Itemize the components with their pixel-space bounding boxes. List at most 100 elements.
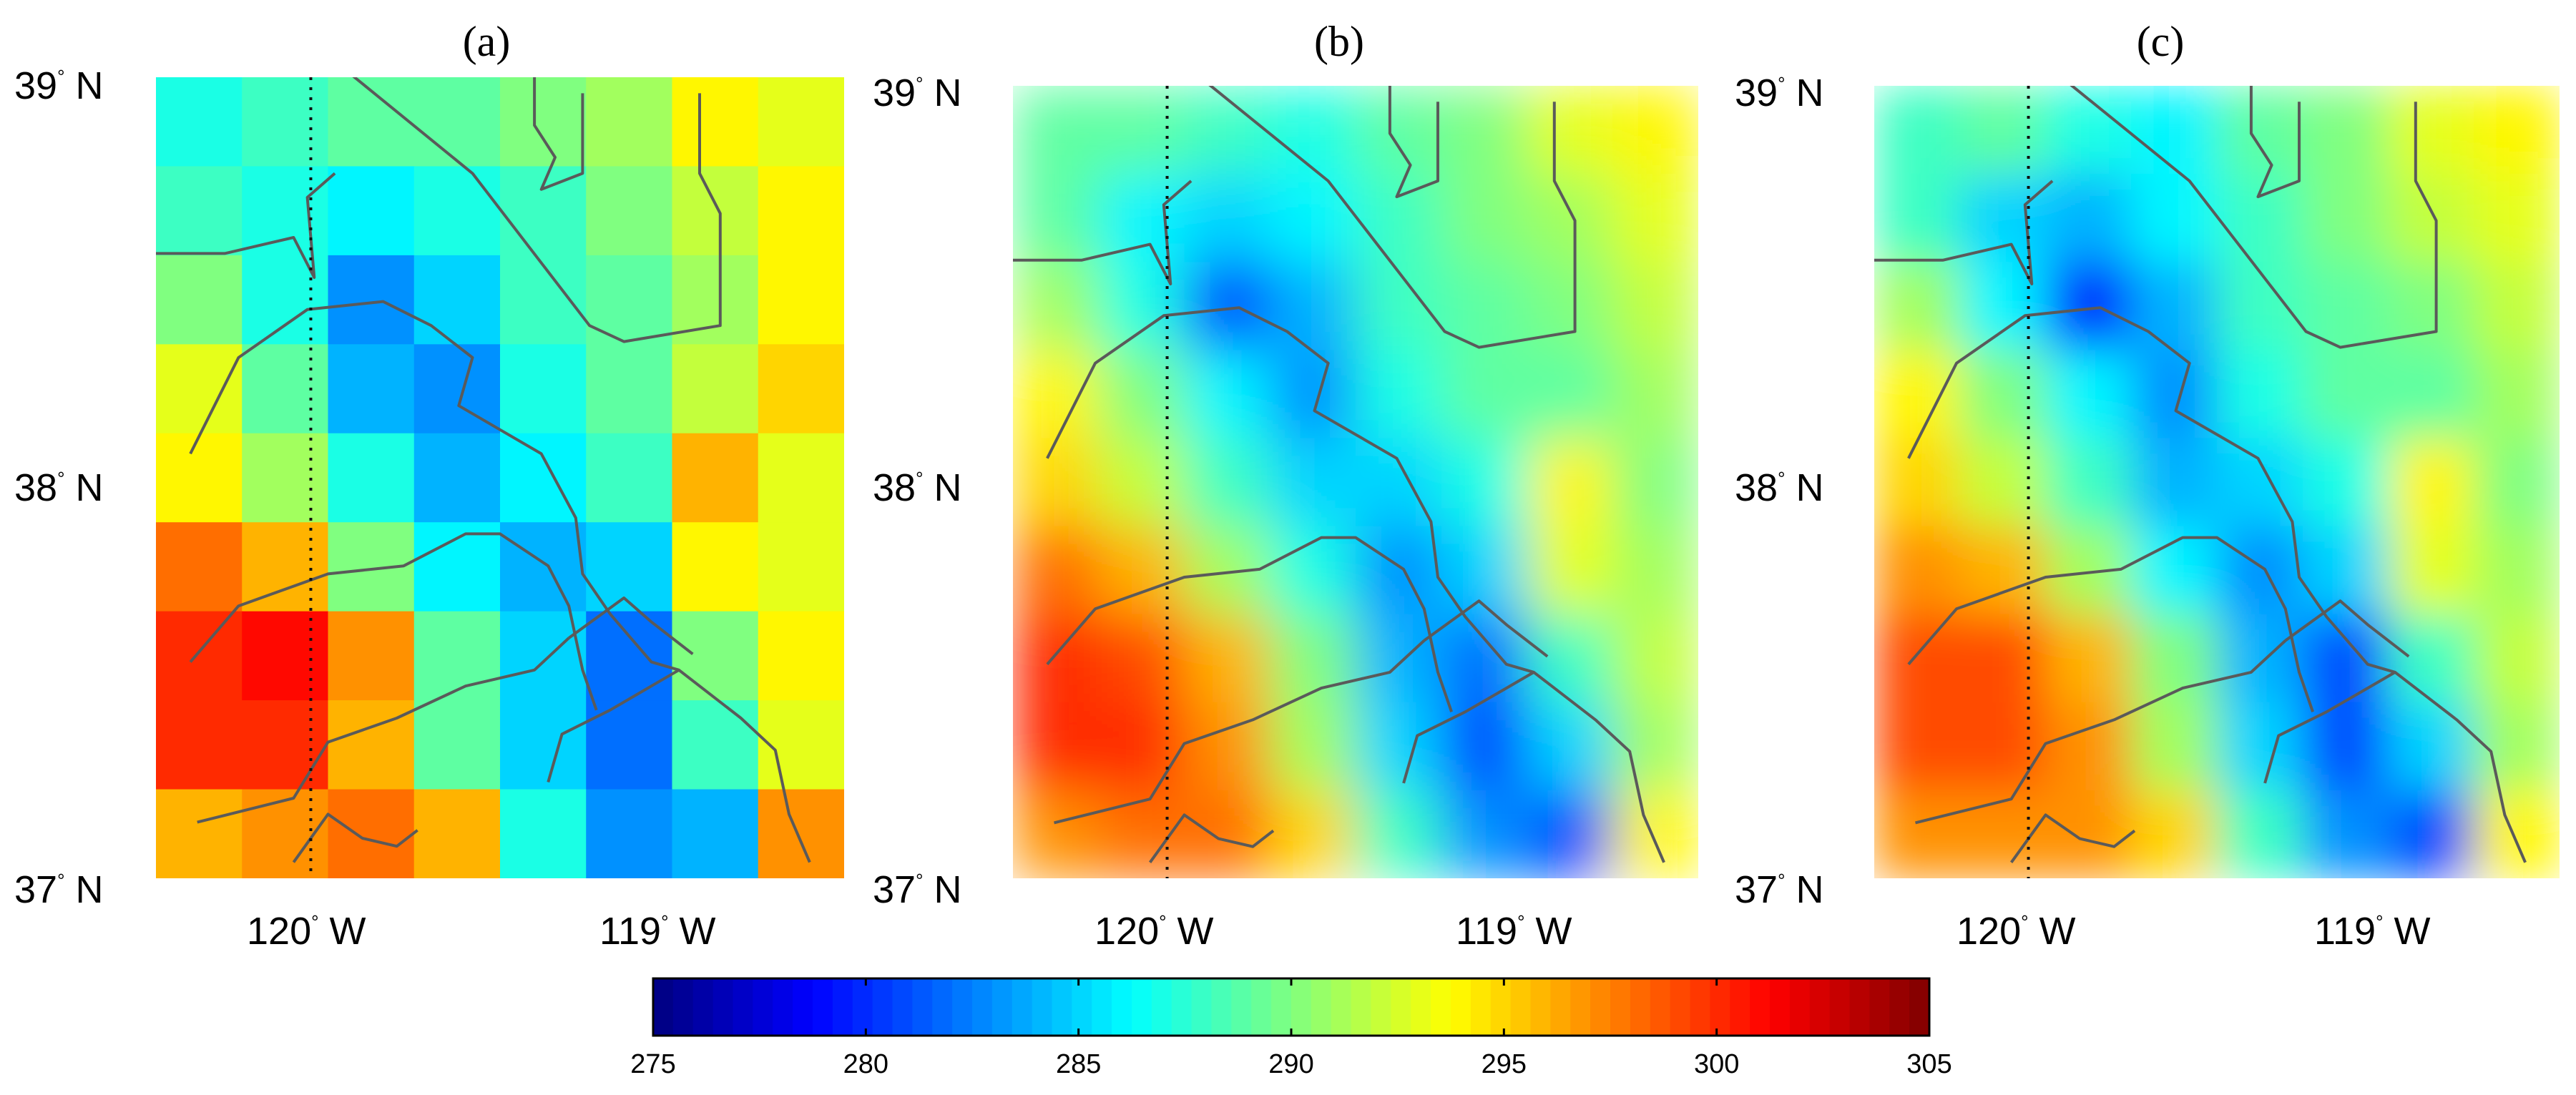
heatmap-cell xyxy=(1013,702,1100,791)
heatmap-cell xyxy=(1874,526,1961,615)
panel-b: (b) 39° N 38° N 37° N 120° W 119° W xyxy=(873,18,1698,953)
heatmap-cell xyxy=(1527,350,1613,439)
heatmap-cell xyxy=(328,789,415,878)
colorbar-tick-label: 280 xyxy=(843,1049,888,1079)
lat-label-37: 37° N xyxy=(1735,868,1824,911)
lon-axis: 120° W 119° W xyxy=(247,910,716,953)
boundary-line xyxy=(1423,599,1549,658)
colorbar-stripe xyxy=(1789,978,1811,1036)
heatmap-cell xyxy=(1184,614,1270,703)
lat-label-38: 38° N xyxy=(14,466,104,509)
heatmap-cell xyxy=(413,522,501,612)
heatmap-cell xyxy=(586,611,673,701)
heatmap-cell xyxy=(156,77,243,167)
heatmap-cell xyxy=(1527,614,1613,703)
heatmap-cell xyxy=(1527,526,1613,615)
boundary-line xyxy=(2070,86,2438,349)
colorbar-stripe xyxy=(991,978,1013,1036)
heatmap-cell xyxy=(1959,262,2047,350)
heatmap-cell xyxy=(2474,350,2560,439)
colorbar-stripe xyxy=(1510,978,1532,1036)
heatmap-cell xyxy=(156,700,243,790)
colorbar-stripe xyxy=(1191,978,1213,1036)
heatmap-cell xyxy=(672,77,759,167)
heatmap-cell xyxy=(1959,438,2047,527)
heatmap-cell xyxy=(2388,526,2474,615)
heatmap-cell xyxy=(2131,702,2218,791)
lat-axis: 39° N 38° N 37° N xyxy=(873,72,962,911)
heatmap-cell xyxy=(328,344,415,434)
colorbar-stripe xyxy=(1809,978,1831,1036)
heatmap-cell xyxy=(2045,174,2132,262)
colorbar-stripe xyxy=(932,978,953,1036)
colorbar-tick-label: 300 xyxy=(1694,1049,1739,1079)
heatmap-cell xyxy=(500,255,587,345)
lon-label-120: 120° W xyxy=(1957,910,2076,953)
heatmap-cell xyxy=(500,433,587,523)
heatmap-cell xyxy=(2388,614,2474,703)
heatmap-cell xyxy=(758,611,844,701)
heatmap-cell xyxy=(156,433,243,523)
colorbar: 275 280 285 290 295 300 305 xyxy=(630,977,1952,1079)
boundary-line xyxy=(1907,306,2527,863)
panel-title: (c) xyxy=(2137,18,2185,65)
heatmap-cell xyxy=(1612,86,1698,175)
boundary-line xyxy=(1402,671,1535,784)
colorbar-stripe xyxy=(1670,978,1691,1036)
boundary-line xyxy=(1874,180,2054,285)
heatmap-cell xyxy=(328,700,415,790)
heatmap-cell xyxy=(1959,614,2047,703)
heatmap-cell xyxy=(2217,350,2303,439)
heatmap-cell xyxy=(413,789,501,878)
heatmap-cell xyxy=(586,344,673,434)
heatmap-cell xyxy=(1612,350,1698,439)
colorbar-stripe xyxy=(1132,978,1152,1036)
colorbar-tick-label: 295 xyxy=(1482,1049,1527,1079)
heatmap-cell xyxy=(1098,526,1185,615)
colorbar-tick-label: 285 xyxy=(1056,1049,1101,1079)
heatmap-cell xyxy=(2217,438,2303,527)
heatmap-cell xyxy=(328,255,415,345)
heatmap-cell xyxy=(2302,350,2389,439)
heatmap-cell xyxy=(1874,262,1961,350)
colorbar-stripe xyxy=(1251,978,1272,1036)
boundary-line xyxy=(292,812,418,863)
heatmap-cell xyxy=(2131,174,2218,262)
heatmap-cell xyxy=(1527,702,1613,791)
heatmap-cell xyxy=(413,344,501,434)
heatmap-cell xyxy=(242,166,329,256)
boundary-line xyxy=(1013,180,1192,285)
heatmap-cell xyxy=(1270,790,1356,878)
heatmap-cell xyxy=(1874,174,1961,262)
boundary-line xyxy=(1054,639,1426,825)
heatmap-cell xyxy=(1612,174,1698,262)
heatmap-cell xyxy=(156,789,243,878)
heatmap-cell xyxy=(156,166,243,256)
heatmap-cell xyxy=(1959,86,2047,175)
lon-label-120: 120° W xyxy=(247,910,366,953)
heatmap-cell xyxy=(2474,174,2560,262)
colorbar-stripe xyxy=(1490,978,1512,1036)
heatmap-cell xyxy=(2131,614,2218,703)
lon-axis: 120° W 119° W xyxy=(1957,910,2431,953)
heatmap-cell xyxy=(1270,174,1356,262)
heatmap-cell xyxy=(1356,174,1442,262)
heatmap-cell xyxy=(2131,350,2218,439)
heatmap-cell xyxy=(1184,350,1270,439)
heatmap-cell xyxy=(672,700,759,790)
lat-axis: 39° N 38° N 37° N xyxy=(1735,72,1824,911)
boundary-line xyxy=(156,172,336,279)
colorbar-stripe xyxy=(872,978,893,1036)
heatmap-cell xyxy=(1184,438,1270,527)
heatmap-cell xyxy=(242,611,329,701)
heatmap-grid xyxy=(156,77,844,878)
heatmap-cell xyxy=(1612,790,1698,878)
colorbar-stripe xyxy=(1610,978,1631,1036)
heatmap-cell xyxy=(2302,174,2389,262)
heatmap-cell xyxy=(242,255,329,345)
heatmap-cell xyxy=(758,255,844,345)
boundary-line xyxy=(2263,671,2396,784)
colorbar-stripe xyxy=(1431,978,1451,1036)
colorbar-ticks: 275 280 285 290 295 300 305 xyxy=(630,978,1952,1079)
heatmap-cell xyxy=(328,611,415,701)
